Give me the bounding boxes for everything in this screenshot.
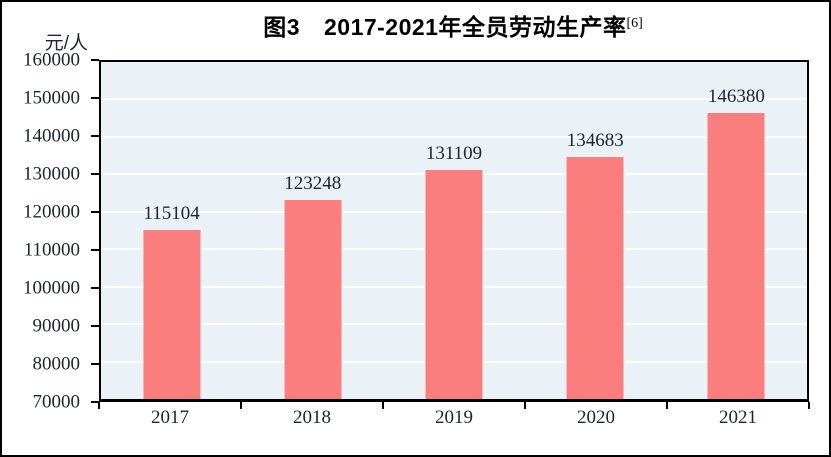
y-tick-label: 120000: [23, 201, 80, 223]
y-tick-mark: [91, 287, 99, 289]
bar-2018: [284, 199, 342, 399]
y-axis-tick-labels: 70000 80000 90000 100000 110000 120000 130000 1…: [2, 51, 88, 412]
y-tick-label: 160000: [23, 49, 80, 71]
y-tick-mark: [91, 211, 99, 213]
x-axis-tick-labels: 2017 2018 2019 2020 2021: [99, 407, 809, 430]
y-axis-unit-label: 元/人: [44, 33, 88, 54]
gridline: [101, 98, 807, 101]
chart-title: 图3 2017-2021年全员劳动生产率[6]: [97, 8, 809, 42]
y-tick-label: 100000: [23, 277, 80, 299]
y-tick-label: 150000: [23, 87, 80, 109]
y-tick-label: 110000: [23, 239, 80, 261]
figure-number-label: 图3: [263, 14, 300, 40]
x-tick-mark: [524, 402, 526, 409]
x-tick-mark: [382, 402, 384, 409]
y-tick-label: 130000: [23, 163, 80, 185]
bar-2017: [143, 230, 201, 399]
bar-2021: [707, 113, 765, 399]
y-tick-mark: [91, 401, 99, 403]
y-tick-mark: [91, 249, 99, 252]
x-tick-mark: [808, 402, 810, 409]
x-tick-label: 2021: [719, 407, 757, 428]
y-tick-mark: [91, 97, 99, 100]
x-axis-tick-marks: [98, 402, 810, 410]
bar-value-label: 134683: [566, 129, 624, 151]
x-tick-mark: [666, 402, 668, 409]
y-tick-label: 80000: [32, 353, 81, 375]
bar-value-label: 115104: [143, 203, 200, 225]
bar-2020: [566, 156, 624, 399]
bar-value-label: 123248: [284, 172, 342, 194]
footnote-superscript: [6]: [626, 16, 643, 31]
bar-value-label: 131109: [425, 143, 483, 165]
chart-title-text: 2017-2021年全员劳动生产率: [323, 14, 627, 40]
x-tick-label: 2019: [435, 407, 473, 428]
y-axis-tick-marks: [91, 59, 99, 403]
y-tick-label: 90000: [32, 315, 81, 337]
x-tick-label: 2020: [577, 407, 615, 428]
plot-inner: 115104 123248 131109 134683 146380: [101, 62, 807, 399]
x-tick-label: 2018: [293, 407, 331, 428]
y-tick-mark: [91, 173, 99, 175]
x-tick-mark: [240, 402, 242, 409]
plot-area: 115104 123248 131109 134683 146380: [99, 60, 809, 402]
y-tick-mark: [91, 59, 99, 61]
y-tick-label: 70000: [32, 391, 81, 413]
gridline: [101, 135, 807, 138]
x-tick-label: 2017: [151, 407, 189, 428]
y-tick-mark: [91, 325, 99, 328]
y-tick-label: 140000: [23, 125, 80, 147]
bar-2019: [425, 170, 483, 399]
x-tick-mark: [98, 402, 100, 409]
y-tick-mark: [91, 363, 99, 366]
y-tick-mark: [91, 135, 99, 137]
bar-value-label: 146380: [707, 86, 765, 107]
